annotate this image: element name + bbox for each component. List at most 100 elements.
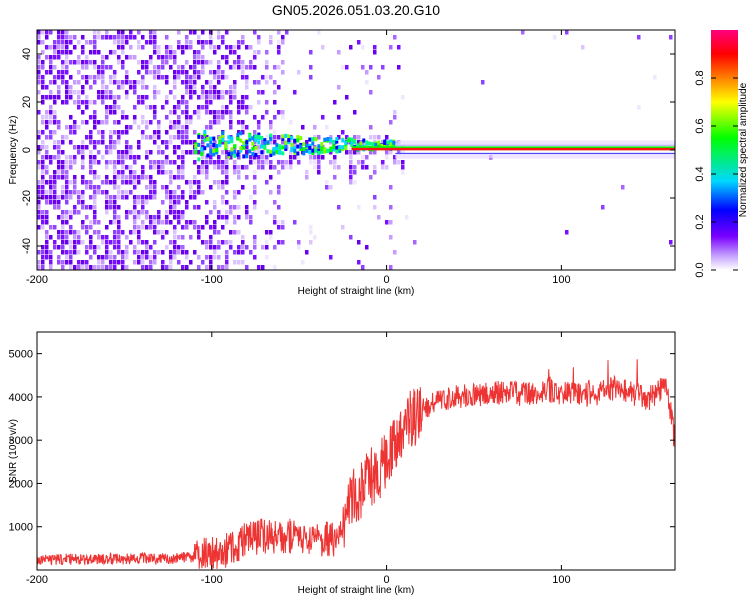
heatmap-cell (49, 200, 53, 205)
heatmap-cell (161, 140, 165, 145)
heatmap-cell (345, 135, 349, 140)
y-tick-label: 40 (21, 48, 33, 60)
heatmap-cell (365, 245, 369, 250)
heatmap-cell (221, 140, 225, 145)
heatmap-cell (93, 30, 97, 35)
heatmap-cell (145, 265, 149, 270)
heatmap-cell (57, 85, 61, 90)
heatmap-cell (45, 180, 49, 185)
heatmap-cell (61, 150, 65, 155)
heatmap-cell (177, 215, 181, 220)
heatmap-cell (61, 210, 65, 215)
heatmap-cell (57, 165, 61, 170)
heatmap-band-cell (329, 147, 333, 152)
heatmap-cell (89, 265, 93, 270)
heatmap-cell (273, 135, 277, 140)
heatmap-cell (245, 105, 249, 110)
heatmap-cell (317, 30, 321, 35)
heatmap-band-cell (308, 145, 312, 150)
heatmap-cell (381, 140, 385, 145)
heatmap-band-cell (227, 152, 231, 157)
heatmap-cell (233, 190, 237, 195)
heatmap-cell (241, 75, 245, 80)
heatmap-cell (373, 50, 377, 55)
heatmap-cell (217, 35, 221, 40)
heatmap-cell (225, 220, 229, 225)
heatmap-cell (317, 135, 321, 140)
heatmap-cell (93, 100, 97, 105)
heatmap-cell (121, 260, 125, 265)
heatmap-cell (265, 160, 269, 165)
heatmap-cell (297, 160, 301, 165)
heatmap-cell (217, 255, 221, 260)
heatmap-band-cell (317, 148, 321, 153)
heatmap-cell (265, 65, 269, 70)
heatmap-cell (153, 30, 157, 35)
heatmap-cell (41, 265, 45, 270)
heatmap-cell (57, 230, 61, 235)
heatmap-cell (285, 165, 289, 170)
heatmap-cell (213, 245, 217, 250)
heatmap-cell (137, 240, 141, 245)
heatmap-cell (121, 130, 125, 135)
heatmap-cell (137, 255, 141, 260)
heatmap-cell (197, 205, 201, 210)
heatmap-band-cell (281, 145, 285, 150)
heatmap-cell (93, 190, 97, 195)
heatmap-core-glow (395, 140, 675, 147)
heatmap-cell (281, 40, 285, 45)
heatmap-cell (273, 140, 277, 145)
heatmap-cell (109, 205, 113, 210)
heatmap-cell (221, 265, 225, 270)
heatmap-cell (249, 65, 253, 70)
heatmap-cell (217, 240, 221, 245)
heatmap-cell (257, 265, 261, 270)
heatmap-cell (361, 155, 365, 160)
heatmap-cell (249, 105, 253, 110)
heatmap-cell (189, 195, 193, 200)
heatmap-cell (137, 175, 141, 180)
heatmap-cell (225, 155, 229, 160)
heatmap-cell (37, 215, 41, 220)
heatmap-cell (133, 170, 137, 175)
heatmap-cell (117, 170, 121, 175)
heatmap-cell (317, 165, 321, 170)
heatmap-cell (225, 200, 229, 205)
heatmap-cell (77, 125, 81, 130)
heatmap-cell (217, 95, 221, 100)
heatmap-cell (281, 240, 285, 245)
heatmap-cell (77, 195, 81, 200)
heatmap-cell (157, 130, 161, 135)
heatmap-cell (113, 100, 117, 105)
heatmap-cell (237, 170, 241, 175)
heatmap-cell (165, 140, 169, 145)
heatmap-cell (273, 65, 277, 70)
heatmap-cell (221, 195, 225, 200)
heatmap-cell (253, 200, 257, 205)
heatmap-cell (245, 45, 249, 50)
heatmap-cell (37, 210, 41, 215)
heatmap-cell (157, 150, 161, 155)
heatmap-cell (81, 195, 85, 200)
heatmap-cell (89, 165, 93, 170)
snr-x-label: Height of straight line (km) (298, 585, 415, 596)
heatmap-cell (101, 90, 105, 95)
heatmap-cell (109, 80, 113, 85)
heatmap-cell (309, 240, 313, 245)
heatmap-cell (41, 220, 45, 225)
heatmap-cell (161, 55, 165, 60)
heatmap-cell (137, 155, 141, 160)
heatmap-cell (213, 165, 217, 170)
heatmap-cell (117, 260, 121, 265)
heatmap-cell (261, 265, 265, 270)
heatmap-cell (181, 125, 185, 130)
heatmap-cell (245, 80, 249, 85)
heatmap-cell (173, 150, 177, 155)
heatmap-cell (153, 240, 157, 245)
heatmap-cell (169, 140, 173, 145)
heatmap-cell (173, 120, 177, 125)
heatmap-cell (337, 165, 341, 170)
heatmap-band-cell (341, 138, 345, 143)
heatmap-cell (105, 175, 109, 180)
heatmap-cell (65, 60, 69, 65)
